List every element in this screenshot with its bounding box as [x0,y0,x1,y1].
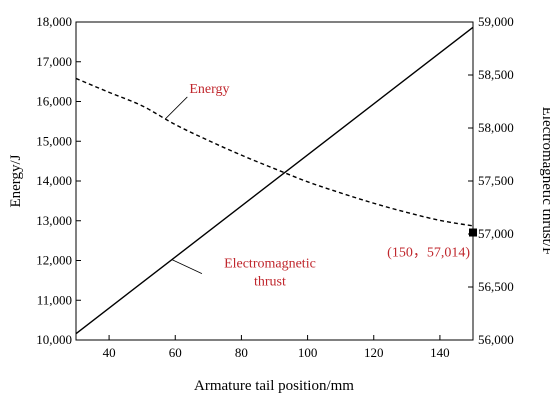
left-y-axis-title: Energy/J [8,154,24,207]
series-layer [75,26,474,335]
annotation-layer: Energy Electromagnetic thrust (150，57,014) [165,82,477,290]
thrust-label-leader [171,259,203,274]
highlight-point-marker [469,228,477,237]
left-y-tick-label: 16,000 [36,94,72,109]
left-y-tick-label: 10,000 [36,332,72,347]
left-y-tick-label: 18,000 [36,14,72,29]
x-tick-label: 100 [298,345,318,360]
left-y-tick-label: 11,000 [37,292,72,307]
x-tick-label: 40 [103,345,116,360]
thrust-annotation-line1: Electromagnetic [224,257,316,272]
thrust-series-line [75,26,474,335]
right-y-tick-label: 56,000 [478,332,514,347]
x-tick-label: 120 [364,345,384,360]
left-y-tick-label: 15,000 [36,133,72,148]
right-y-tick-label: 56,500 [478,279,514,294]
energy-series-line [75,77,474,227]
x-tick-label: 80 [235,345,248,360]
left-y-tick-label: 14,000 [36,173,72,188]
left-y-tick-label: 12,000 [36,253,72,268]
x-tick-label: 140 [430,345,450,360]
right-y-tick-label: 59,000 [478,14,514,29]
right-y-axis-title: Electromagnetic thrust/F [539,107,550,256]
right-y-tick-label: 57,000 [478,226,514,241]
thrust-annotation-line2: thrust [254,275,286,290]
x-axis-title: Armature tail position/mm [194,378,354,394]
right-y-tick-label: 58,500 [478,67,514,82]
x-axis-ticks: 40 60 80 100 120 140 [103,335,450,360]
right-y-tick-label: 57,500 [478,173,514,188]
x-tick-label: 60 [169,345,182,360]
right-y-tick-label: 58,000 [478,120,514,135]
highlight-point-label: (150，57,014) [387,246,470,261]
right-y-axis-ticks: 56,000 56,500 57,000 57,500 58,000 58,500 59,0… [468,14,514,347]
left-y-tick-label: 17,000 [36,54,72,69]
energy-annotation: Energy [189,82,229,97]
left-y-tick-label: 13,000 [36,213,72,228]
energy-label-leader [165,96,188,120]
left-y-axis-ticks: 10,000 11,000 12,000 13,000 14,000 15,000 16,0… [36,14,81,347]
